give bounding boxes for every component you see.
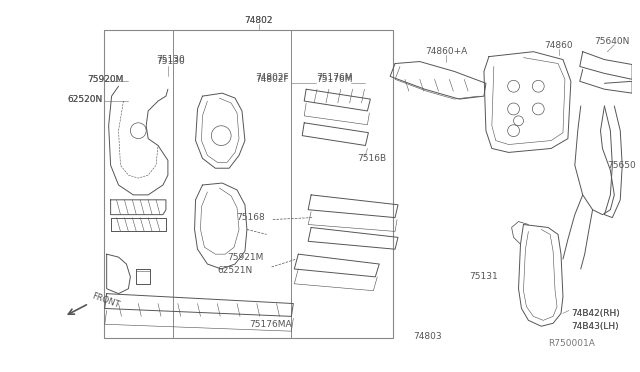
Text: 62521N: 62521N [218,266,253,275]
Text: 74802F: 74802F [255,73,289,82]
Text: 75650: 75650 [607,161,636,170]
Text: 75130: 75130 [156,55,185,64]
Text: 74803: 74803 [413,331,442,341]
Text: 62520N: 62520N [67,94,102,103]
Text: FRONT: FRONT [91,291,121,310]
Text: R750001A: R750001A [548,339,595,347]
Text: 7516B: 7516B [358,154,387,163]
Text: 74802: 74802 [244,16,273,25]
Text: 74B42(RH): 74B42(RH) [571,309,620,318]
Text: 75640N: 75640N [595,37,630,46]
Text: 74802F: 74802F [255,75,289,84]
Text: 75130: 75130 [156,57,185,66]
Text: 75176M: 75176M [316,73,353,82]
Text: 74B42(RH): 74B42(RH) [571,309,620,318]
Text: 75131: 75131 [470,272,499,281]
Text: 74802: 74802 [244,16,273,25]
Text: 75920M: 75920M [87,75,124,84]
Text: 75168: 75168 [236,213,265,222]
Text: 74B43(LH): 74B43(LH) [571,322,618,331]
Text: 74860+A: 74860+A [426,47,468,56]
Text: 62520N: 62520N [67,94,102,103]
Text: 75176M: 75176M [316,75,353,84]
Text: 74B43(LH): 74B43(LH) [571,322,618,331]
Text: 75176MA: 75176MA [249,320,291,329]
Text: 75921M: 75921M [227,253,264,262]
Text: 74860: 74860 [545,41,573,50]
Text: 75920M: 75920M [87,75,124,84]
